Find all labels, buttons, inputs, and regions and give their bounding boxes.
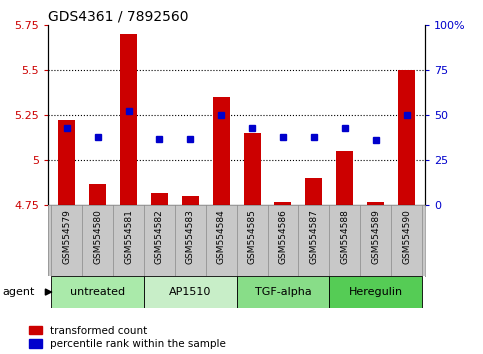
Text: Heregulin: Heregulin [349,287,403,297]
Text: GDS4361 / 7892560: GDS4361 / 7892560 [48,10,189,24]
Text: untreated: untreated [70,287,125,297]
Text: GSM554580: GSM554580 [93,209,102,264]
Bar [398,70,415,205]
Text: GSM554584: GSM554584 [217,209,226,264]
Bar [182,196,199,205]
Bar [120,34,137,205]
Text: GSM554585: GSM554585 [248,209,256,264]
Text: GSM554581: GSM554581 [124,209,133,264]
Text: agent: agent [2,287,35,297]
Text: GSM554582: GSM554582 [155,209,164,264]
Text: AP1510: AP1510 [169,287,212,297]
Text: GSM554587: GSM554587 [310,209,318,264]
Text: GSM554589: GSM554589 [371,209,380,264]
Bar [144,276,237,308]
Text: GSM554590: GSM554590 [402,209,411,264]
Bar [274,202,291,205]
Bar [213,97,230,205]
Bar [237,276,329,308]
Bar [151,193,168,205]
Legend: transformed count, percentile rank within the sample: transformed count, percentile rank withi… [29,326,226,349]
Text: TGF-alpha: TGF-alpha [255,287,312,297]
Bar [51,276,144,308]
Bar [58,120,75,205]
Bar [243,133,261,205]
Bar [305,178,322,205]
Text: GSM554579: GSM554579 [62,209,71,264]
Bar [329,276,422,308]
Text: GSM554586: GSM554586 [279,209,287,264]
Text: GSM554588: GSM554588 [340,209,349,264]
Bar [336,151,353,205]
Bar [367,202,384,205]
Bar [89,184,106,205]
Text: GSM554583: GSM554583 [186,209,195,264]
